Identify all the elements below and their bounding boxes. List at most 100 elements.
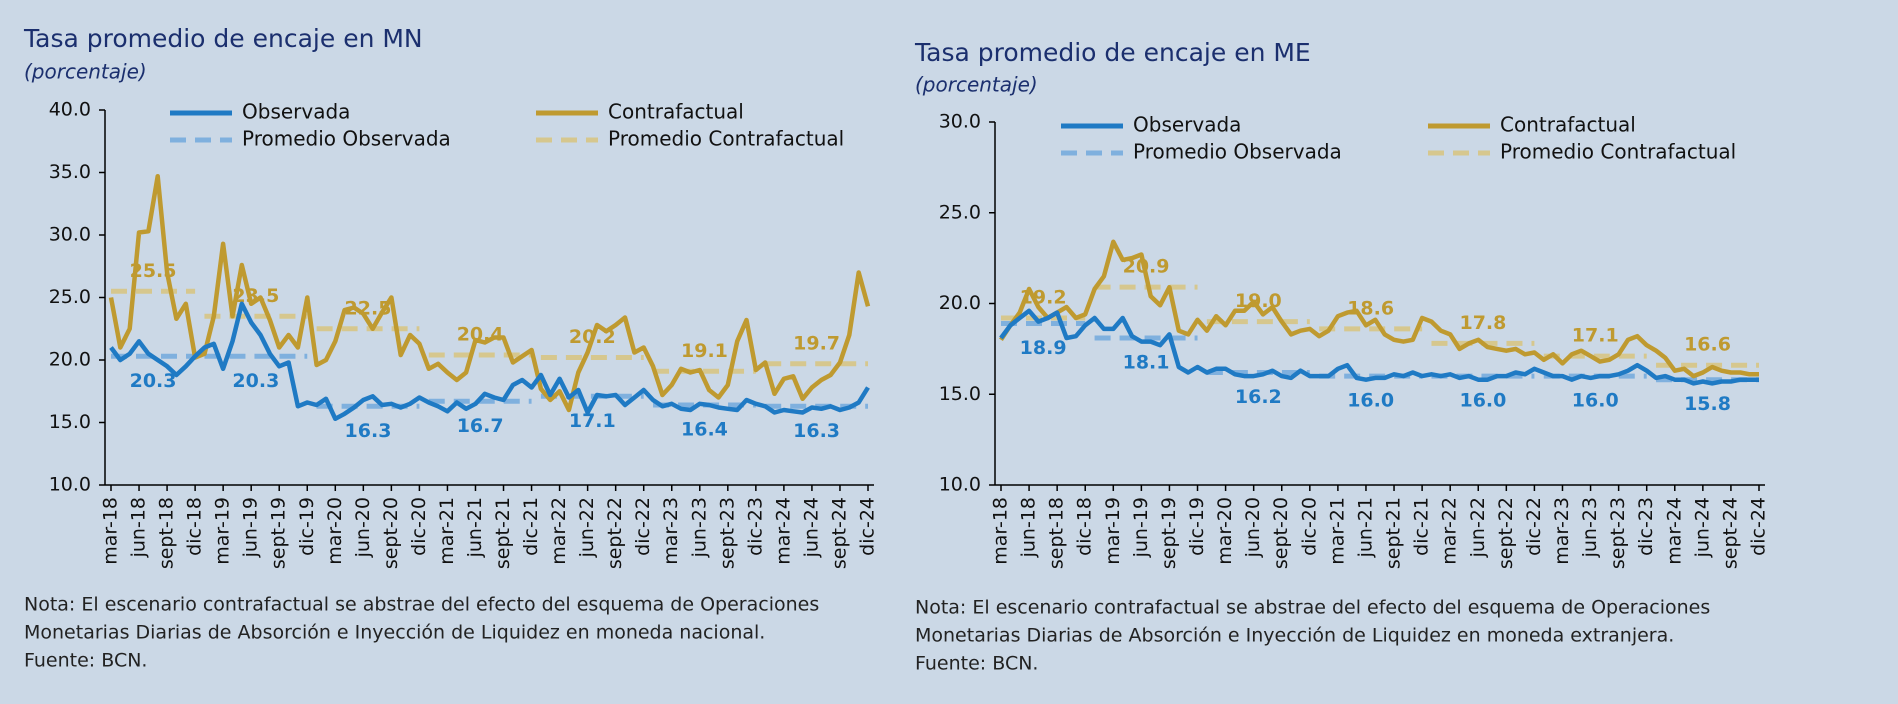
x-tick-label: dic-18 bbox=[1074, 497, 1096, 556]
x-tick-label: sept-23 bbox=[1607, 497, 1629, 569]
x-tick-label: jun-22 bbox=[1467, 497, 1489, 558]
average-label: 16.0 bbox=[1347, 390, 1394, 412]
legend-label: Promedio Observada bbox=[1133, 140, 1342, 164]
x-tick-label: sept-22 bbox=[604, 497, 626, 569]
x-tick-label: mar-18 bbox=[100, 497, 122, 565]
x-tick-label: sept-18 bbox=[1046, 497, 1068, 569]
y-tick-label: 15.0 bbox=[939, 383, 981, 405]
x-tick-label: sept-20 bbox=[380, 497, 402, 569]
x-tick-label: dic-20 bbox=[1298, 497, 1320, 556]
x-tick-label: dic-23 bbox=[744, 497, 766, 556]
legend-label: Contrafactual bbox=[1500, 113, 1636, 137]
y-tick-label: 30.0 bbox=[49, 224, 91, 246]
y-tick-label: 35.0 bbox=[49, 161, 91, 183]
y-tick-label: 10.0 bbox=[49, 474, 91, 496]
average-label: 16.3 bbox=[345, 420, 392, 442]
average-label: 19.7 bbox=[793, 332, 840, 354]
x-tick-label: dic-21 bbox=[520, 497, 542, 556]
x-tick-label: jun-21 bbox=[1354, 497, 1376, 558]
note: Monetarias Diarias de Absorción e Inyecc… bbox=[915, 625, 1674, 647]
average-label: 15.8 bbox=[1684, 393, 1731, 415]
x-tick-label: jun-23 bbox=[1579, 497, 1601, 558]
x-tick-label: dic-21 bbox=[1411, 497, 1433, 556]
y-tick-label: 25.0 bbox=[939, 201, 981, 223]
x-tick-label: mar-19 bbox=[1102, 497, 1124, 565]
y-tick-label: 20.0 bbox=[49, 349, 91, 371]
note: Nota: El escenario contrafactual se abst… bbox=[915, 597, 1710, 619]
x-tick-label: sept-24 bbox=[828, 497, 850, 569]
x-tick-label: sept-21 bbox=[492, 497, 514, 569]
series-line bbox=[999, 239, 1759, 379]
x-tick-label: dic-24 bbox=[857, 497, 879, 556]
legend-label: Observada bbox=[242, 100, 350, 124]
y-tick-label: 30.0 bbox=[939, 111, 981, 133]
chart-subtitle: (porcentaje) bbox=[24, 60, 147, 84]
average-label: 17.8 bbox=[1459, 312, 1506, 334]
legend-label: Contrafactual bbox=[608, 100, 744, 124]
chart-title: Tasa promedio de encaje en MN bbox=[23, 24, 423, 53]
x-tick-label: dic-24 bbox=[1748, 497, 1770, 556]
x-tick-label: sept-24 bbox=[1719, 497, 1741, 569]
average-label: 20.3 bbox=[130, 370, 177, 392]
x-tick-label: sept-20 bbox=[1270, 497, 1292, 569]
average-label: 16.6 bbox=[1684, 334, 1731, 356]
x-tick-label: jun-18 bbox=[1018, 497, 1040, 558]
x-tick-label: jun-19 bbox=[240, 497, 262, 558]
average-label: 23.5 bbox=[232, 285, 279, 307]
x-tick-label: jun-20 bbox=[352, 497, 374, 558]
average-label: 16.7 bbox=[457, 415, 504, 437]
x-tick-label: sept-23 bbox=[716, 497, 738, 569]
chart-subtitle: (porcentaje) bbox=[915, 73, 1038, 97]
average-label: 16.4 bbox=[681, 419, 728, 441]
y-tick-label: 20.0 bbox=[939, 292, 981, 314]
x-tick-label: sept-21 bbox=[1383, 497, 1405, 569]
y-tick-label: 15.0 bbox=[49, 411, 91, 433]
x-tick-label: dic-22 bbox=[1523, 497, 1545, 556]
x-tick-label: jun-24 bbox=[1691, 497, 1713, 558]
x-tick-label: mar-24 bbox=[1663, 497, 1685, 565]
average-label: 16.0 bbox=[1572, 390, 1619, 412]
x-tick-label: jun-18 bbox=[128, 497, 150, 558]
x-tick-label: jun-24 bbox=[800, 497, 822, 558]
x-tick-label: mar-22 bbox=[1439, 497, 1461, 565]
average-label: 17.1 bbox=[1572, 325, 1619, 347]
note: Fuente: BCN. bbox=[24, 650, 147, 672]
x-tick-label: dic-22 bbox=[632, 497, 654, 556]
x-tick-label: sept-19 bbox=[1158, 497, 1180, 569]
average-label: 16.3 bbox=[793, 420, 840, 442]
x-tick-label: jun-23 bbox=[688, 497, 710, 558]
x-tick-label: mar-24 bbox=[772, 497, 794, 565]
average-label: 18.1 bbox=[1123, 351, 1170, 373]
average-label: 17.1 bbox=[569, 410, 616, 432]
series-line bbox=[108, 173, 871, 413]
x-tick-label: jun-22 bbox=[576, 497, 598, 558]
x-tick-label: jun-20 bbox=[1242, 497, 1264, 558]
legend-label: Promedio Contrafactual bbox=[608, 127, 844, 151]
note: Fuente: BCN. bbox=[915, 653, 1038, 675]
average-label: 18.9 bbox=[1020, 337, 1067, 359]
x-tick-label: jun-19 bbox=[1130, 497, 1152, 558]
x-tick-label: sept-22 bbox=[1495, 497, 1517, 569]
x-tick-label: mar-19 bbox=[212, 497, 234, 565]
x-tick-label: mar-20 bbox=[324, 497, 346, 565]
x-tick-label: dic-23 bbox=[1635, 497, 1657, 556]
x-tick-label: sept-19 bbox=[268, 497, 290, 569]
x-tick-label: dic-19 bbox=[1186, 497, 1208, 556]
average-label: 19.1 bbox=[681, 340, 728, 362]
chart-title: Tasa promedio de encaje en ME bbox=[914, 38, 1311, 67]
x-tick-label: dic-18 bbox=[184, 497, 206, 556]
y-tick-label: 40.0 bbox=[49, 99, 91, 121]
average-label: 18.6 bbox=[1347, 297, 1394, 319]
note: Nota: El escenario contrafactual se abst… bbox=[24, 594, 819, 616]
series-line bbox=[999, 308, 1759, 386]
y-tick-label: 10.0 bbox=[939, 474, 981, 496]
average-label: 16.0 bbox=[1459, 390, 1506, 412]
x-tick-label: mar-18 bbox=[990, 497, 1012, 565]
x-tick-label: mar-23 bbox=[660, 497, 682, 565]
note: Monetarias Diarias de Absorción e Inyecc… bbox=[24, 622, 765, 644]
x-tick-label: mar-23 bbox=[1551, 497, 1573, 565]
y-tick-label: 25.0 bbox=[49, 286, 91, 308]
x-tick-label: sept-18 bbox=[156, 497, 178, 569]
x-tick-label: mar-20 bbox=[1214, 497, 1236, 565]
